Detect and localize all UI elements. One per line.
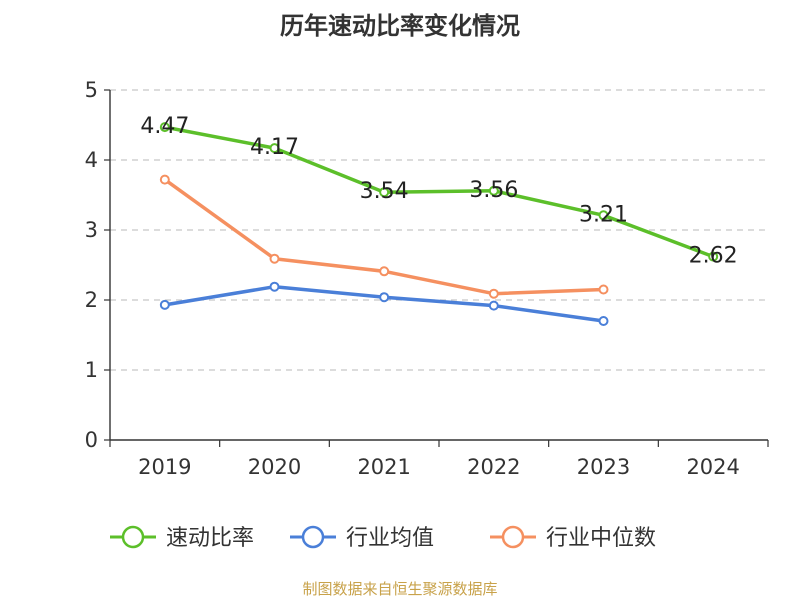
data-point	[269, 281, 280, 292]
legend-swatch-marker	[121, 525, 145, 549]
series-layer	[159, 122, 719, 326]
legend-label: 行业中位数	[546, 526, 656, 551]
data-point	[379, 266, 390, 277]
y-tick-label: 3	[85, 218, 98, 242]
legend-item[interactable]: 速动比率	[110, 525, 254, 551]
x-tick-label: 2023	[577, 455, 630, 479]
data-label: 3.56	[469, 178, 518, 203]
data-point	[598, 284, 609, 295]
data-label: 2.62	[689, 244, 738, 269]
data-point	[269, 143, 280, 154]
x-tick-label: 2024	[686, 455, 739, 479]
data-label: 4.17	[250, 135, 299, 160]
source-note: 制图数据来自恒生聚源数据库	[302, 580, 497, 598]
x-tick-label: 2021	[357, 455, 410, 479]
data-point	[379, 292, 390, 303]
y-tick-label: 1	[85, 358, 98, 382]
legend-item[interactable]: 行业均值	[290, 525, 434, 551]
data-label: 4.47	[140, 114, 189, 139]
y-tick-label: 4	[85, 148, 98, 172]
series-line	[164, 125, 714, 259]
x-tick-label: 2020	[248, 455, 301, 479]
axes: 0 1 2 3 4 5 2019 2020 2021 2022 2023 2024	[85, 78, 769, 479]
data-labels: 4.47 4.17 3.54 3.56 3.21 2.62	[140, 114, 737, 269]
data-point	[598, 316, 609, 326]
legend-label: 行业均值	[346, 526, 434, 551]
data-point	[269, 253, 280, 264]
data-point	[598, 210, 609, 221]
y-tick-label: 2	[85, 288, 98, 312]
data-point	[488, 300, 499, 311]
data-point	[488, 185, 499, 196]
grid-lines	[110, 89, 768, 371]
legend-item[interactable]: 行业中位数	[490, 525, 656, 551]
data-point	[159, 299, 170, 310]
y-tick-label: 0	[85, 428, 98, 452]
legend: 速动比率 行业均值 行业中位数	[110, 525, 656, 551]
legend-swatch-marker	[501, 525, 525, 549]
data-point	[379, 187, 390, 198]
x-tick-label: 2019	[138, 455, 191, 479]
legend-swatch-marker	[301, 525, 325, 549]
data-point	[159, 174, 170, 185]
data-label: 3.54	[360, 179, 409, 204]
chart-title: 历年速动比率变化情况	[280, 12, 520, 40]
data-label: 3.21	[579, 202, 628, 227]
y-tick-label: 5	[85, 78, 98, 102]
data-point	[708, 251, 719, 262]
data-point	[159, 122, 170, 133]
data-point	[488, 288, 499, 299]
x-tick-label: 2022	[467, 455, 520, 479]
legend-label: 速动比率	[166, 526, 254, 551]
